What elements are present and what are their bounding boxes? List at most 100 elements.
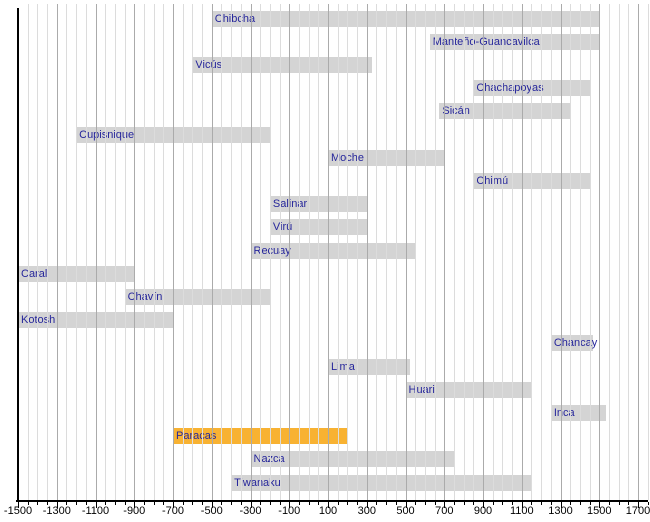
minor-tick: [308, 501, 310, 505]
minor-tick: [114, 501, 116, 505]
culture-label[interactable]: Manteño-Guancavilca: [432, 35, 540, 48]
minor-gridline: [192, 4, 194, 500]
culture-label[interactable]: Chachapoyas: [476, 82, 544, 95]
major-gridline: [599, 4, 601, 500]
culture-label[interactable]: Huari: [408, 383, 435, 396]
minor-gridline: [143, 4, 145, 500]
culture-bar-vic-s[interactable]: Vicús: [192, 56, 372, 73]
culture-label[interactable]: Recuay: [253, 244, 291, 257]
culture-bar-chav-n[interactable]: Chavín: [124, 288, 270, 305]
minor-tick: [192, 501, 194, 505]
culture-label[interactable]: Salinar: [272, 198, 308, 211]
minor-tick: [85, 501, 87, 505]
culture-label[interactable]: Nazca: [253, 453, 285, 466]
minor-gridline: [531, 4, 533, 500]
culture-bar-chachapoyas[interactable]: Chachapoyas: [473, 80, 590, 97]
minor-gridline: [47, 4, 49, 500]
major-tick: [521, 501, 523, 508]
minor-tick: [647, 501, 649, 505]
major-tick: [250, 501, 252, 508]
culture-label[interactable]: Inca: [553, 406, 575, 419]
culture-bar-nazca[interactable]: Nazca: [250, 451, 454, 468]
major-tick: [18, 501, 19, 508]
culture-label[interactable]: Lima: [331, 360, 355, 373]
culture-bar-mante-o-guancavilca[interactable]: Manteño-Guancavilca: [429, 33, 600, 50]
culture-label[interactable]: Moche: [331, 151, 365, 164]
culture-label[interactable]: Chibcha: [214, 12, 256, 25]
minor-gridline: [608, 4, 610, 500]
culture-bar-cupisnique[interactable]: Cupisnique: [76, 126, 270, 143]
culture-label[interactable]: Chancay: [553, 337, 598, 350]
major-tick: [173, 501, 174, 508]
major-tick: [599, 501, 601, 508]
minor-tick: [589, 501, 591, 505]
major-gridline: [638, 4, 639, 500]
major-tick: [328, 501, 329, 508]
x-tick-label: -1300: [42, 505, 71, 517]
major-tick: [444, 501, 446, 508]
culture-bar-huari[interactable]: Huari: [405, 381, 532, 398]
culture-bar-vir-[interactable]: Virú: [269, 219, 367, 236]
minor-tick: [279, 501, 281, 505]
culture-bar-kotosh[interactable]: Kotosh: [18, 312, 173, 329]
culture-bar-inca[interactable]: Inca: [550, 404, 606, 421]
culture-label[interactable]: Caral: [21, 267, 48, 280]
y-axis-line: [16, 8, 19, 502]
minor-gridline: [453, 4, 455, 500]
major-tick: [211, 501, 213, 508]
minor-tick: [434, 501, 436, 505]
culture-label[interactable]: Paracas: [176, 430, 217, 443]
minor-gridline: [37, 4, 39, 500]
culture-label[interactable]: Sicán: [442, 105, 470, 118]
minor-gridline: [76, 4, 78, 500]
culture-bar-caral[interactable]: Caral: [18, 265, 135, 282]
x-tick-label: 1300: [548, 505, 573, 517]
culture-label[interactable]: Cupisnique: [79, 128, 135, 141]
minor-tick: [269, 501, 271, 505]
culture-label[interactable]: Virú: [272, 221, 293, 234]
minor-gridline: [202, 4, 204, 500]
culture-bar-chancay[interactable]: Chancay: [550, 335, 598, 352]
minor-tick: [473, 501, 475, 505]
minor-tick: [240, 501, 242, 505]
culture-bar-chibcha[interactable]: Chibcha: [211, 10, 600, 27]
culture-label[interactable]: Chavín: [127, 290, 163, 303]
minor-gridline: [589, 4, 591, 500]
minor-tick: [260, 501, 262, 505]
minor-tick: [143, 501, 145, 505]
minor-tick: [386, 501, 388, 505]
x-tick-label: 500: [396, 505, 415, 517]
culture-bar-lima[interactable]: Lima: [328, 358, 411, 375]
minor-gridline: [512, 4, 514, 500]
minor-gridline: [415, 4, 417, 500]
major-tick: [134, 501, 136, 508]
minor-gridline: [221, 4, 223, 500]
culture-bar-recuay[interactable]: Recuay: [250, 242, 416, 259]
minor-gridline: [647, 4, 649, 500]
culture-bar-chim-[interactable]: Chimú: [473, 172, 590, 189]
minor-tick: [163, 501, 165, 505]
x-tick-label: -100: [278, 505, 301, 517]
x-tick-label: -500: [200, 505, 223, 517]
minor-gridline: [27, 4, 29, 500]
minor-gridline: [240, 4, 242, 500]
culture-label[interactable]: Kotosh: [21, 314, 56, 327]
culture-bar-sic-n[interactable]: Sicán: [439, 103, 571, 120]
minor-gridline: [618, 4, 620, 500]
minor-tick: [357, 501, 359, 505]
culture-label[interactable]: Vicús: [195, 58, 223, 71]
minor-tick: [153, 501, 155, 505]
minor-tick: [453, 501, 455, 505]
culture-bar-paracas[interactable]: Paracas: [173, 428, 348, 445]
minor-tick: [618, 501, 620, 505]
culture-bar-tiwanaku[interactable]: Tiwanaku: [231, 474, 532, 491]
x-tick-label: 900: [473, 505, 493, 517]
major-gridline: [211, 4, 213, 500]
minor-gridline: [463, 4, 465, 500]
minor-gridline: [570, 4, 572, 500]
culture-label[interactable]: Chimú: [476, 174, 509, 187]
culture-bar-moche[interactable]: Moche: [328, 149, 445, 166]
culture-bar-salinar[interactable]: Salinar: [269, 196, 367, 213]
major-gridline: [444, 4, 446, 500]
culture-label[interactable]: Tiwanaku: [234, 476, 281, 489]
